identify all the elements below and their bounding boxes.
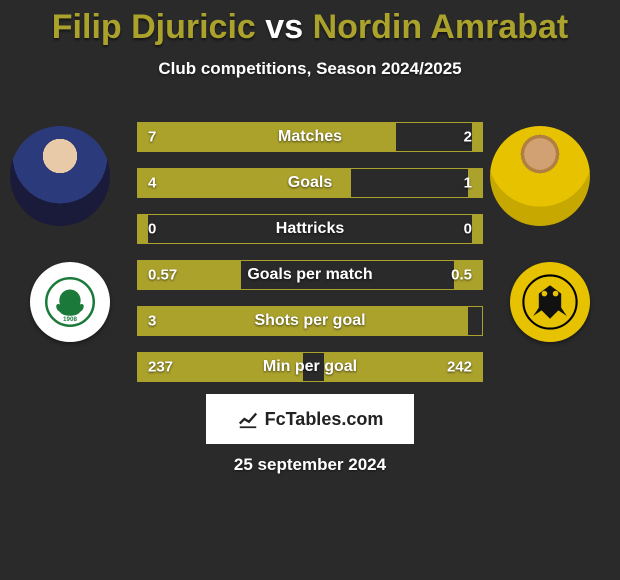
stat-bar-left-fill (138, 215, 148, 243)
player1-club-logo: 1908 (30, 262, 110, 342)
stat-bar-label: Min per goal (263, 358, 357, 376)
stat-bar-label: Goals per match (247, 266, 372, 284)
stat-bar-row: Hattricks 0 0 (137, 214, 483, 244)
vs-text: vs (265, 8, 303, 46)
stat-bar-row: Matches 7 2 (137, 122, 483, 152)
svg-text:1908: 1908 (63, 316, 77, 323)
page-title: Filip Djuricic vs Nordin Amrabat (0, 0, 620, 47)
stat-bar-right-value: 2 (464, 129, 472, 146)
comparison-bars: Matches 7 2 Goals 4 1 Hattricks 0 0 Goals per mat… (137, 122, 483, 398)
stat-bar-right-fill (472, 123, 482, 151)
stat-bar-row: Shots per goal 3 (137, 306, 483, 336)
player1-name: Filip Djuricic (52, 8, 256, 46)
stat-bar-right-value: 0.5 (451, 267, 472, 284)
stat-bar-left-fill (138, 123, 396, 151)
stat-bar-left-value: 4 (148, 175, 156, 192)
stat-bar-label: Hattricks (276, 220, 344, 238)
stat-bar-left-value: 7 (148, 129, 156, 146)
chart-icon (237, 408, 259, 430)
player2-avatar (490, 126, 590, 226)
stat-bar-label: Matches (278, 128, 342, 146)
player2-name: Nordin Amrabat (313, 8, 569, 46)
stat-bar-right-value: 0 (464, 221, 472, 238)
stat-bar-left-value: 237 (148, 359, 173, 376)
stat-bar-right-value: 242 (447, 359, 472, 376)
player2-club-logo (510, 262, 590, 342)
stat-bar-row: Min per goal 237 242 (137, 352, 483, 382)
stat-bar-right-fill (472, 215, 482, 243)
player1-avatar (10, 126, 110, 226)
stat-bar-left-value: 3 (148, 313, 156, 330)
stat-bar-label: Goals (288, 174, 332, 192)
fctables-watermark: FcTables.com (206, 394, 414, 444)
stat-bar-left-value: 0 (148, 221, 156, 238)
stat-bar-left-value: 0.57 (148, 267, 177, 284)
stat-bar-row: Goals per match 0.57 0.5 (137, 260, 483, 290)
fctables-text: FcTables.com (265, 409, 384, 430)
subtitle: Club competitions, Season 2024/2025 (0, 59, 620, 79)
stat-bar-label: Shots per goal (254, 312, 365, 330)
date-text: 25 september 2024 (234, 455, 386, 475)
stat-bar-row: Goals 4 1 (137, 168, 483, 198)
stat-bar-right-value: 1 (464, 175, 472, 192)
